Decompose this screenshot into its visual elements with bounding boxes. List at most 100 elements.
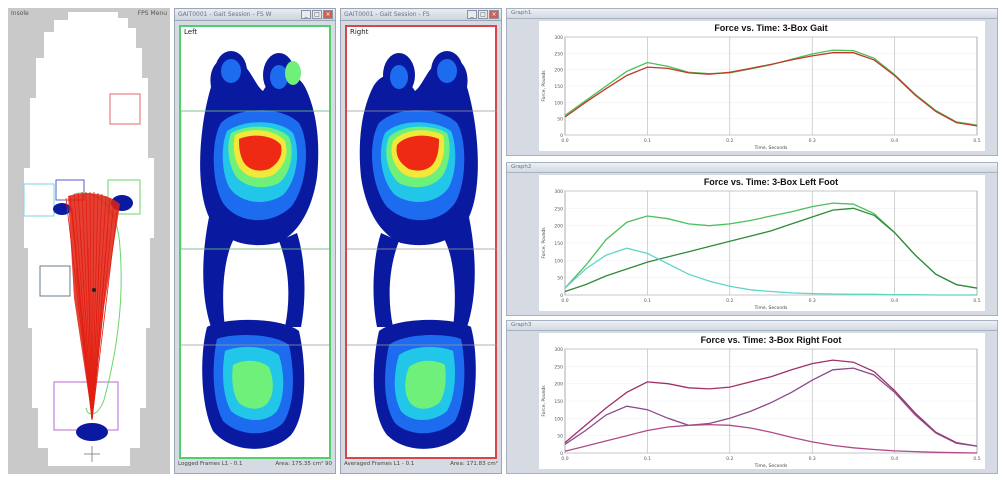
- x-tick-label: 0.2: [726, 138, 733, 144]
- insole-trajectory-view[interactable]: [8, 8, 170, 474]
- right-foot-frame[interactable]: Right: [345, 25, 497, 459]
- graph-window-title-bar[interactable]: Graph1: [507, 9, 997, 19]
- series-line-1: [564, 52, 978, 127]
- y-tick-label: 150: [554, 241, 563, 247]
- toe-box[interactable]: [109, 93, 141, 125]
- maximize-icon[interactable]: □: [312, 10, 322, 19]
- y-axis-label: Force, Pounds: [541, 385, 547, 417]
- cop-trajectory-fill: [68, 193, 120, 418]
- y-tick-label: 0: [560, 451, 563, 457]
- force-time-chart-left-foot[interactable]: Force vs. Time: 3-Box Left Foot 0 50 100 150…: [539, 175, 985, 311]
- chart-title: Force vs. Time: 3-Box Gait: [714, 23, 827, 33]
- y-tick-label: 100: [554, 258, 563, 264]
- y-tick-label: 300: [554, 189, 563, 195]
- right-frame-label: Right: [350, 28, 369, 36]
- y-tick-label: 250: [554, 364, 563, 370]
- x-tick-label: 0.2: [726, 456, 733, 462]
- right-status-frames: Averaged Frames L1 - 0.1: [344, 461, 415, 467]
- right-foot-pressure-map[interactable]: [347, 27, 497, 459]
- graph-window-title-bar[interactable]: Graph3: [507, 321, 997, 331]
- right-window-title-bar[interactable]: GAIT0001 - Gait Session - FS _ □ ×: [341, 9, 501, 21]
- chart-title: Force vs. Time: 3-Box Right Foot: [701, 335, 842, 345]
- graph-window-right-foot[interactable]: Graph3 Force vs. Time: 3-Box Right Foot 0…: [506, 320, 998, 474]
- x-axis-label: Time, Seconds: [754, 305, 788, 311]
- left-foot-frame[interactable]: Left: [179, 25, 331, 459]
- left-foot-pressure-map[interactable]: [181, 27, 331, 459]
- right-window-controls: _ □ ×: [467, 10, 499, 19]
- y-tick-label: 300: [554, 35, 563, 41]
- y-tick-label: 200: [554, 382, 563, 388]
- midfoot-box[interactable]: [39, 265, 71, 297]
- y-tick-label: 250: [554, 206, 563, 212]
- crosshair-icon: [84, 446, 100, 462]
- x-tick-label: 0.4: [891, 456, 898, 462]
- y-tick-label: 300: [554, 347, 563, 353]
- lateral-forefoot-box[interactable]: [107, 179, 141, 215]
- minimize-icon[interactable]: _: [467, 10, 477, 19]
- x-axis-label: Time, Seconds: [754, 145, 788, 151]
- trajectory-panel-header: Insole FPS Menu: [11, 10, 167, 20]
- force-time-chart-right-foot[interactable]: Force vs. Time: 3-Box Right Foot 0 50 100 15…: [539, 333, 985, 469]
- right-window-status-bar: Averaged Frames L1 - 0.1 Area: 171.83 cm…: [344, 461, 498, 471]
- left-window-title: GAIT0001 - Gait Session - FS W: [178, 11, 272, 18]
- left-window-controls: _ □ ×: [301, 10, 333, 19]
- close-icon[interactable]: ×: [323, 10, 333, 19]
- y-tick-label: 150: [554, 84, 563, 90]
- left-status-frames: Logged Frames L1 - 0.1: [178, 461, 243, 467]
- y-tick-label: 0: [560, 133, 563, 139]
- series-line-2: [564, 423, 978, 454]
- graph-window-left-foot[interactable]: Graph2 Force vs. Time: 3-Box Left Foot 0 5…: [506, 162, 998, 316]
- y-tick-label: 200: [554, 224, 563, 230]
- x-tick-label: 0.1: [644, 298, 651, 304]
- left-window-title-bar[interactable]: GAIT0001 - Gait Session - FS W _ □ ×: [175, 9, 335, 21]
- y-tick-label: 0: [560, 293, 563, 299]
- series-line-2: [564, 247, 977, 296]
- contact-blob-medial: [53, 203, 71, 215]
- y-tick-label: 50: [557, 117, 563, 123]
- x-tick-label: 0.3: [809, 456, 816, 462]
- y-tick-label: 100: [554, 100, 563, 106]
- x-tick-label: 0.5: [973, 298, 980, 304]
- x-tick-label: 0.1: [644, 138, 651, 144]
- y-tick-label: 50: [557, 276, 563, 282]
- x-axis-label: Time, Seconds: [754, 463, 788, 469]
- x-tick-label: 0.4: [891, 298, 898, 304]
- x-tick-label: 0.0: [561, 138, 568, 144]
- x-tick-label: 0.4: [891, 138, 898, 144]
- cop-marker: [92, 288, 96, 292]
- left-frame-label: Left: [184, 28, 198, 36]
- right-foot-window[interactable]: GAIT0001 - Gait Session - FS _ □ × Right: [340, 8, 502, 474]
- minimize-icon[interactable]: _: [301, 10, 311, 19]
- graph-window-gait[interactable]: Graph1 Force vs. Time: 3-Box Gait 0 50 100 1…: [506, 8, 998, 156]
- x-tick-label: 0.3: [809, 138, 816, 144]
- y-tick-label: 100: [554, 416, 563, 422]
- y-tick-label: 250: [554, 51, 563, 57]
- x-tick-label: 0.1: [644, 456, 651, 462]
- chart-title: Force vs. Time: 3-Box Left Foot: [704, 177, 838, 187]
- right-window-title: GAIT0001 - Gait Session - FS: [344, 11, 430, 18]
- y-tick-label: 200: [554, 68, 563, 74]
- left-foot-window[interactable]: GAIT0001 - Gait Session - FS W _ □ × Lef…: [174, 8, 336, 474]
- contact-blob-heel: [76, 423, 108, 441]
- medial-forefoot-box[interactable]: [23, 183, 55, 217]
- trajectory-panel[interactable]: Insole FPS Menu: [8, 8, 170, 474]
- series-line-1: [564, 367, 978, 447]
- y-tick-label: 150: [554, 399, 563, 405]
- x-tick-label: 0.0: [561, 298, 568, 304]
- x-tick-label: 0.2: [726, 298, 733, 304]
- close-icon[interactable]: ×: [489, 10, 499, 19]
- trajectory-header-left: Insole: [11, 10, 29, 17]
- right-status-area: Area: 171.83 cm²: [450, 461, 498, 467]
- y-tick-label: 50: [557, 434, 563, 440]
- maximize-icon[interactable]: □: [478, 10, 488, 19]
- graph-window-title-bar[interactable]: Graph2: [507, 163, 997, 173]
- x-tick-label: 0.5: [973, 456, 980, 462]
- trajectory-header-right[interactable]: FPS Menu: [137, 10, 167, 17]
- left-status-area: Area: 175.35 cm² 90: [275, 461, 332, 467]
- y-axis-label: Force, Pounds: [541, 70, 547, 102]
- force-time-chart-gait[interactable]: Force vs. Time: 3-Box Gait 0 50 100 150 200 25…: [539, 21, 985, 151]
- y-axis-label: Force, Pounds: [541, 227, 547, 259]
- series-line-1: [564, 207, 978, 293]
- x-tick-label: 0.5: [973, 138, 980, 144]
- left-window-status-bar: Logged Frames L1 - 0.1 Area: 175.35 cm² …: [178, 461, 332, 471]
